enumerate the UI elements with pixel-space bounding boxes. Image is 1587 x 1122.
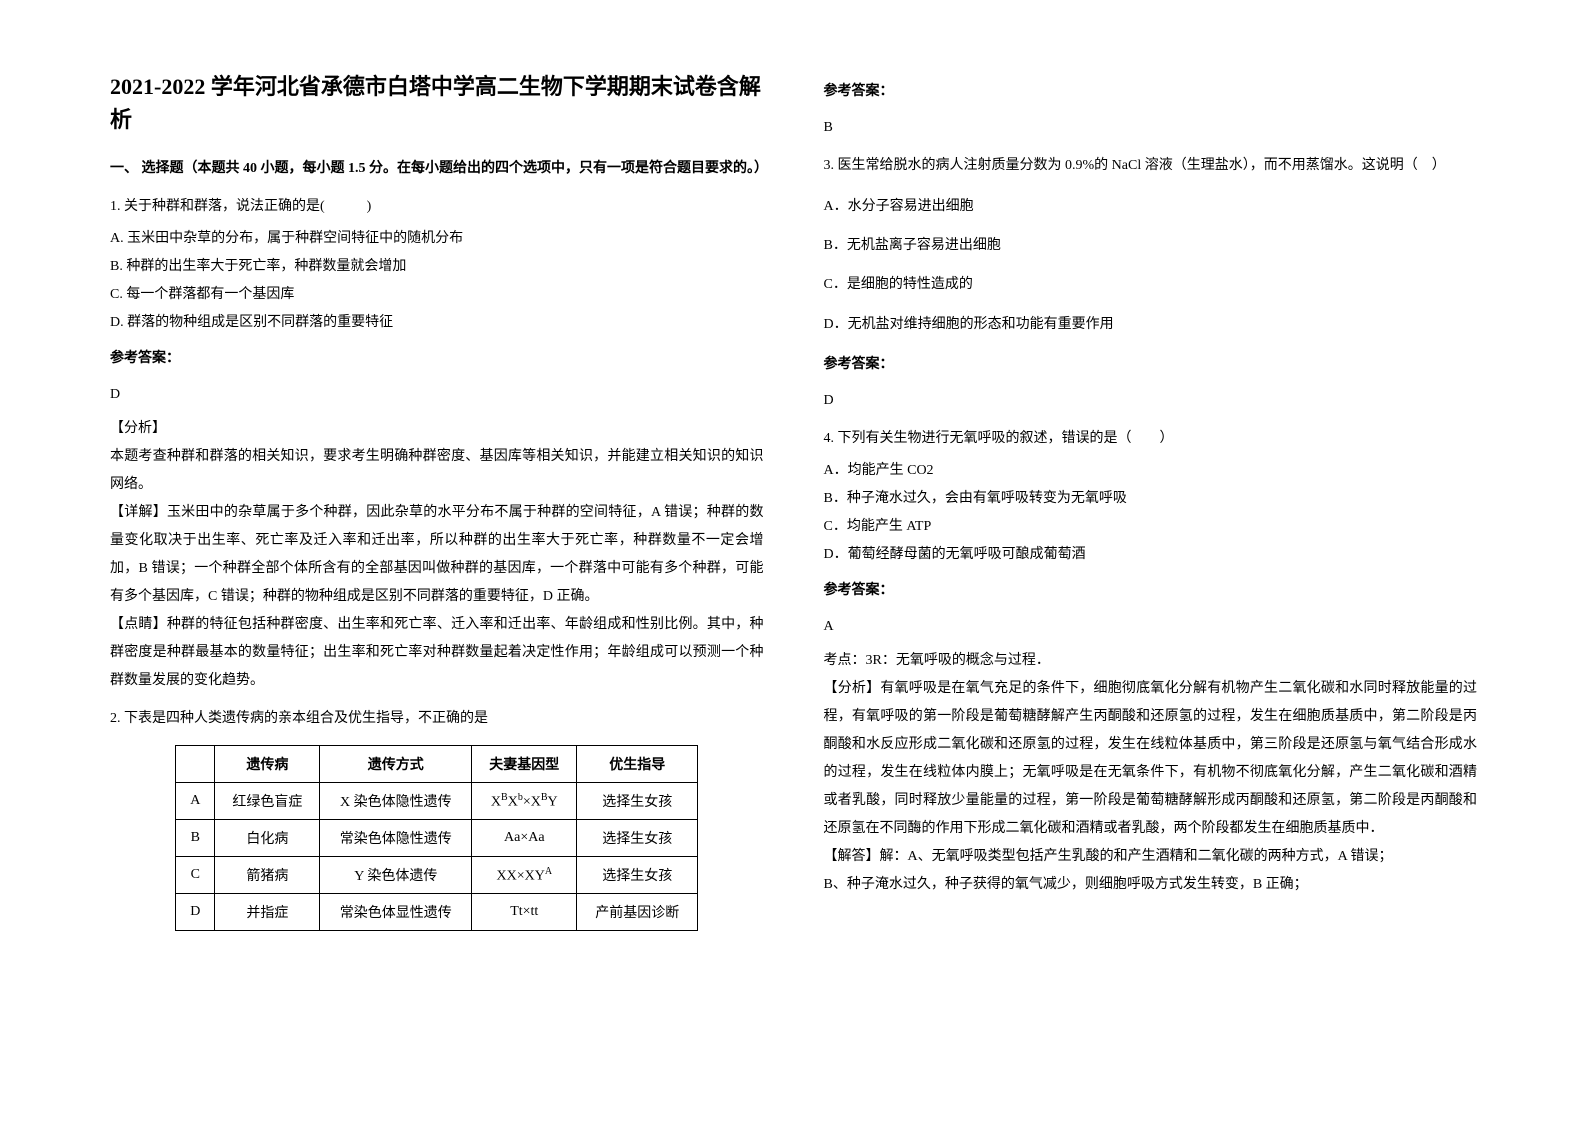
q1-option-d: D. 群落的物种组成是区别不同群落的重要特征: [110, 309, 764, 337]
q4-stem: 4. 下列有关生物进行无氧呼吸的叙述，错误的是（ ）: [824, 425, 1478, 453]
q4-analysis: 【分析】有氧呼吸是在氧气充足的条件下，细胞彻底氧化分解有机物产生二氧化碳和水同时…: [824, 675, 1478, 843]
q4-option-a: A．均能产生 CO2: [824, 457, 1478, 485]
q1-answer: D: [110, 381, 764, 409]
q3-option-c: C．是细胞的特性造成的: [824, 272, 1478, 297]
q3-answer-label: 参考答案：: [824, 351, 1478, 379]
q4-jieda-a: 【解答】解：A、无氧呼吸类型包括产生乳酸的和产生酒精和二氧化碳的两种方式，A 错…: [824, 843, 1478, 871]
table-row: D 并指症 常染色体显性遗传 Tt×tt 产前基因诊断: [176, 894, 698, 931]
table-row: A 红绿色盲症 X 染色体隐性遗传 XBXb×XBY 选择生女孩: [176, 783, 698, 820]
q2-answer: B: [824, 114, 1478, 142]
cell: 产前基因诊断: [577, 894, 698, 931]
q1-option-a: A. 玉米田中杂草的分布，属于种群空间特征中的随机分布: [110, 225, 764, 253]
q1-option-b: B. 种群的出生率大于死亡率，种群数量就会增加: [110, 253, 764, 281]
q3-option-d: D．无机盐对维持细胞的形态和功能有重要作用: [824, 312, 1478, 337]
cell: B: [176, 820, 215, 857]
cell: 箭猪病: [215, 857, 320, 894]
cell: 并指症: [215, 894, 320, 931]
q1-answer-label: 参考答案：: [110, 345, 764, 373]
q4-answer-label: 参考答案：: [824, 577, 1478, 605]
page-title: 2021-2022 学年河北省承德市白塔中学高二生物下学期期末试卷含解析: [110, 70, 764, 136]
table-row: B 白化病 常染色体隐性遗传 Aa×Aa 选择生女孩: [176, 820, 698, 857]
cell: Y 染色体遗传: [320, 857, 472, 894]
q3-option-a: A．水分子容易进出细胞: [824, 194, 1478, 219]
q4-kaodian: 考点：3R：无氧呼吸的概念与过程．: [824, 647, 1478, 675]
q4-option-d: D．葡萄经酵母菌的无氧呼吸可酿成葡萄酒: [824, 541, 1478, 569]
cell: Tt×tt: [472, 894, 577, 931]
section-header: 一、 选择题（本题共 40 小题，每小题 1.5 分。在每小题给出的四个选项中，…: [110, 156, 764, 181]
cell: 常染色体隐性遗传: [320, 820, 472, 857]
cell: Aa×Aa: [472, 820, 577, 857]
cell: 选择生女孩: [577, 820, 698, 857]
q3-option-b: B．无机盐离子容易进出细胞: [824, 233, 1478, 258]
th-disease: 遗传病: [215, 746, 320, 783]
cell: D: [176, 894, 215, 931]
cell: 红绿色盲症: [215, 783, 320, 820]
th-mode: 遗传方式: [320, 746, 472, 783]
table-row: C 箭猪病 Y 染色体遗传 XX×XYA 选择生女孩: [176, 857, 698, 894]
th-guide: 优生指导: [577, 746, 698, 783]
q4-jieda-b: B、种子淹水过久，种子获得的氧气减少，则细胞呼吸方式发生转变，B 正确；: [824, 871, 1478, 899]
q4-answer: A: [824, 613, 1478, 641]
q1-analysis-label: 【分析】: [110, 415, 764, 443]
cell: C: [176, 857, 215, 894]
q1-detail: 【详解】玉米田中的杂草属于多个种群，因此杂草的水平分布不属于种群的空间特征，A …: [110, 499, 764, 611]
table-header-row: 遗传病 遗传方式 夫妻基因型 优生指导: [176, 746, 698, 783]
q1-analysis-1: 本题考查种群和群落的相关知识，要求考生明确种群密度、基因库等相关知识，并能建立相…: [110, 443, 764, 499]
q2-table: 遗传病 遗传方式 夫妻基因型 优生指导 A 红绿色盲症 X 染色体隐性遗传 XB…: [175, 745, 698, 931]
q3-stem: 3. 医生常给脱水的病人注射质量分数为 0.9%的 NaCl 溶液（生理盐水），…: [824, 152, 1478, 180]
q1-stem: 1. 关于种群和群落，说法正确的是( ): [110, 193, 764, 221]
cell-genotype: XX×XYA: [472, 857, 577, 894]
q3-answer: D: [824, 387, 1478, 415]
q2-answer-label: 参考答案：: [824, 78, 1478, 106]
cell-genotype: XBXb×XBY: [472, 783, 577, 820]
q4-option-c: C．均能产生 ATP: [824, 513, 1478, 541]
th-genotype: 夫妻基因型: [472, 746, 577, 783]
q2-stem: 2. 下表是四种人类遗传病的亲本组合及优生指导，不正确的是: [110, 705, 764, 733]
cell: X 染色体隐性遗传: [320, 783, 472, 820]
cell: 选择生女孩: [577, 783, 698, 820]
cell: 常染色体显性遗传: [320, 894, 472, 931]
th-blank: [176, 746, 215, 783]
q1-tip: 【点睛】种群的特征包括种群密度、出生率和死亡率、迁入率和迁出率、年龄组成和性别比…: [110, 611, 764, 695]
cell: A: [176, 783, 215, 820]
cell: 选择生女孩: [577, 857, 698, 894]
cell: 白化病: [215, 820, 320, 857]
q4-option-b: B．种子淹水过久，会由有氧呼吸转变为无氧呼吸: [824, 485, 1478, 513]
q1-option-c: C. 每一个群落都有一个基因库: [110, 281, 764, 309]
